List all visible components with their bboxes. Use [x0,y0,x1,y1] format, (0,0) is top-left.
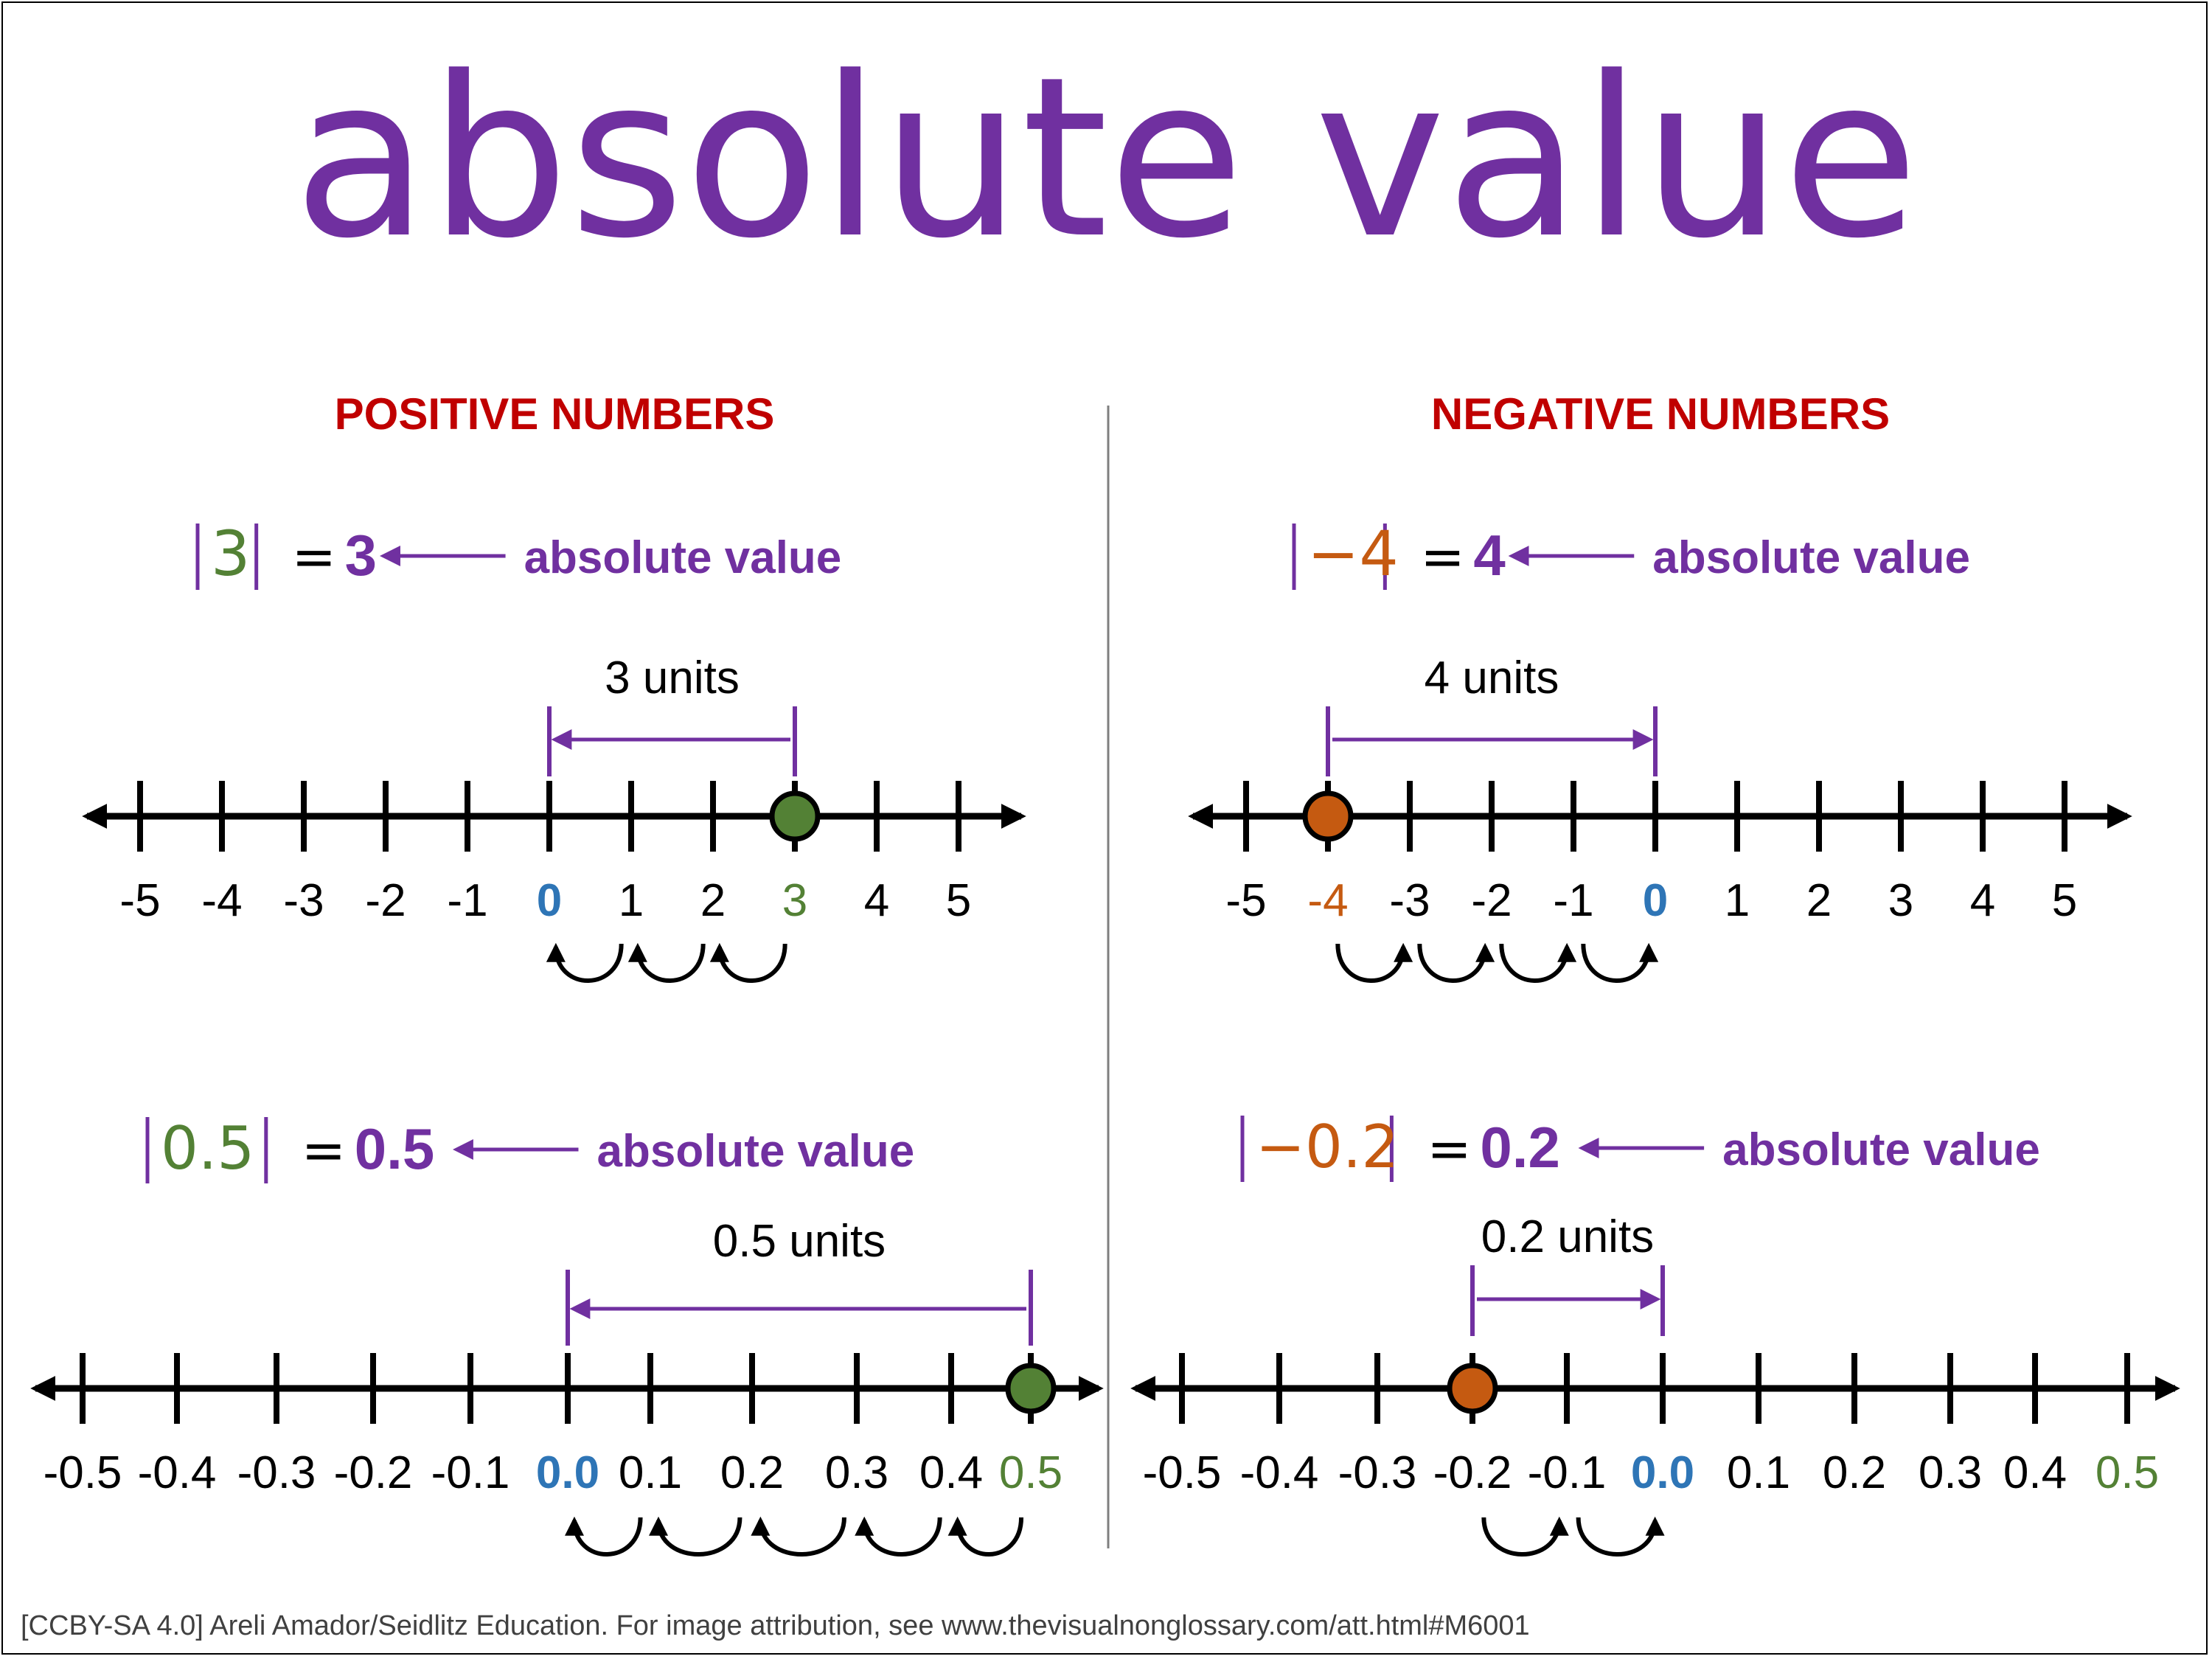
positive-example-2-point [1005,1363,1057,1414]
positive-example-1-tick-label: 0 [537,875,562,926]
positive-example-2-inner-value: 0.5 [161,1114,254,1183]
negative-example-2-tick-label: 0.0 [1631,1447,1694,1498]
negative-example-1-point [1302,790,1354,842]
positive-example-2-distance-label: 0.5 units [713,1216,886,1267]
negative-example-1-absolute-value-label: absolute value [1652,532,1970,583]
positive-example-2-tick-label: -0.2 [334,1447,413,1498]
positive-example-2-tick-label: 0.0 [536,1447,599,1498]
positive-example-1-equals-sign: = [292,526,336,588]
positive-example-1-absolute-value-label: absolute value [524,532,842,583]
negative-example-2-tick-label: 0.4 [2003,1447,2067,1498]
positive-example-2-tick-label: -0.3 [237,1447,316,1498]
negative-example-2-inner-value: −0.2 [1256,1113,1399,1181]
negative-example-2-tick-label: -0.3 [1338,1447,1417,1498]
positive-example-2-tick-label: -0.4 [138,1447,217,1498]
negative-example-1-tick-label: -2 [1471,875,1512,926]
negative-example-1-equation [1292,524,1635,590]
negative-example-2-point [1447,1363,1498,1414]
positive-example-2-tick-label: 0.5 [999,1447,1062,1498]
negative-example-2-tick-label: -0.1 [1528,1447,1607,1498]
positive-example-2-hop-arrow [751,1516,846,1557]
positive-example-1-hop-arrow [546,942,624,983]
positive-example-2-hop-arrow [564,1516,643,1557]
positive-example-1-tick-label: 2 [700,875,726,926]
negative-example-1-distance-label: 4 units [1425,653,1559,703]
attribution-credit: [CCBY-SA 4.0] Areli Amador/Seidlitz Educ… [21,1610,1530,1641]
negative-example-1-tick-label: 0 [1643,875,1668,926]
negative-example-2-absolute-value-label: absolute value [1722,1124,2040,1175]
negative-example-2-tick-label: 0.3 [1919,1447,1982,1498]
negative-example-1-tick-label: -5 [1225,875,1266,926]
positive-example-1-tick-label: -1 [447,875,487,926]
positive-example-2-tick-label: 0.3 [825,1447,888,1498]
positive-example-2-tick-label: 0.2 [720,1447,784,1498]
positive-example-1-hop-arrow [709,942,787,983]
positive-example-2-tick-label: 0.4 [919,1447,983,1498]
negative-example-2-tick-label: -0.4 [1240,1447,1319,1498]
negative-example-1-tick-label: -4 [1307,875,1348,926]
positive-example-1-result: 3 [345,523,377,588]
negative-example-1-tick-label: 1 [1725,875,1750,926]
positive-example-1-tick-label: 1 [619,875,644,926]
negative-example-2-equation [1240,1116,1705,1182]
negative-example-1-tick-label: 5 [2052,875,2077,926]
positive-example-1-tick-label: -3 [283,875,324,926]
negative-example-2-tick-label: 0.1 [1727,1447,1790,1498]
negative-example-2-tick-label: 0.2 [1823,1447,1886,1498]
positive-example-1-tick-label: -5 [119,875,160,926]
negative-example-1-result: 4 [1473,523,1505,588]
positive-example-2-hop-arrow [855,1516,942,1557]
positive-heading: POSITIVE NUMBERS [335,389,775,439]
page-title: absolute value [293,29,1919,287]
negative-example-2-distance-label: 0.2 units [1481,1211,1654,1262]
negative-example-2-tick-label: -0.5 [1143,1447,1222,1498]
negative-example-1-inner-value: −4 [1307,518,1399,590]
negative-example-1-tick-label: 4 [1970,875,1995,926]
negative-example-2-hop-arrow [1576,1516,1665,1557]
negative-example-1-hop-arrow [1335,942,1413,983]
negative-example-1-hop-arrow [1581,942,1659,983]
positive-example-2-equals-sign: = [302,1119,346,1181]
negative-example-1-hop-arrow [1499,942,1577,983]
positive-example-2-tick-label: -0.1 [431,1447,510,1498]
negative-example-1-tick-label: 3 [1888,875,1913,926]
positive-example-1-tick-label: 3 [782,875,807,926]
negative-example-2-tick-label: -0.2 [1433,1447,1512,1498]
negative-example-2-hop-arrow [1481,1516,1569,1557]
positive-example-2-equation [145,1117,579,1183]
negative-example-2-equals-sign: = [1427,1118,1471,1180]
positive-example-2-hop-arrow [947,1516,1024,1557]
negative-example-2-result: 0.2 [1480,1115,1559,1180]
positive-example-1-inner-value: 3 [211,518,250,590]
positive-example-1-tick-label: 4 [864,875,889,926]
positive-example-1-equation [195,524,506,590]
positive-example-1-distance-label: 3 units [605,653,740,703]
positive-example-2-hop-arrow [649,1516,742,1557]
negative-example-1-tick-label: -3 [1389,875,1430,926]
positive-example-1-tick-label: 5 [946,875,971,926]
positive-example-2-absolute-value-label: absolute value [597,1126,915,1177]
positive-example-1-tick-label: -4 [201,875,242,926]
negative-example-1-hop-arrow [1417,942,1495,983]
negative-example-1-tick-label: 2 [1806,875,1832,926]
negative-example-1-equals-sign: = [1420,526,1464,588]
positive-example-2-result: 0.5 [355,1116,434,1181]
positive-example-1-point [769,790,821,842]
positive-example-2-tick-label: 0.1 [619,1447,682,1498]
negative-example-1-tick-label: -1 [1553,875,1593,926]
positive-example-2-tick-label: -0.5 [44,1447,122,1498]
positive-example-1-tick-label: -2 [365,875,406,926]
positive-example-1-hop-arrow [627,942,706,983]
negative-example-2-tick-label: 0.5 [2096,1447,2159,1498]
negative-heading: NEGATIVE NUMBERS [1431,389,1890,439]
